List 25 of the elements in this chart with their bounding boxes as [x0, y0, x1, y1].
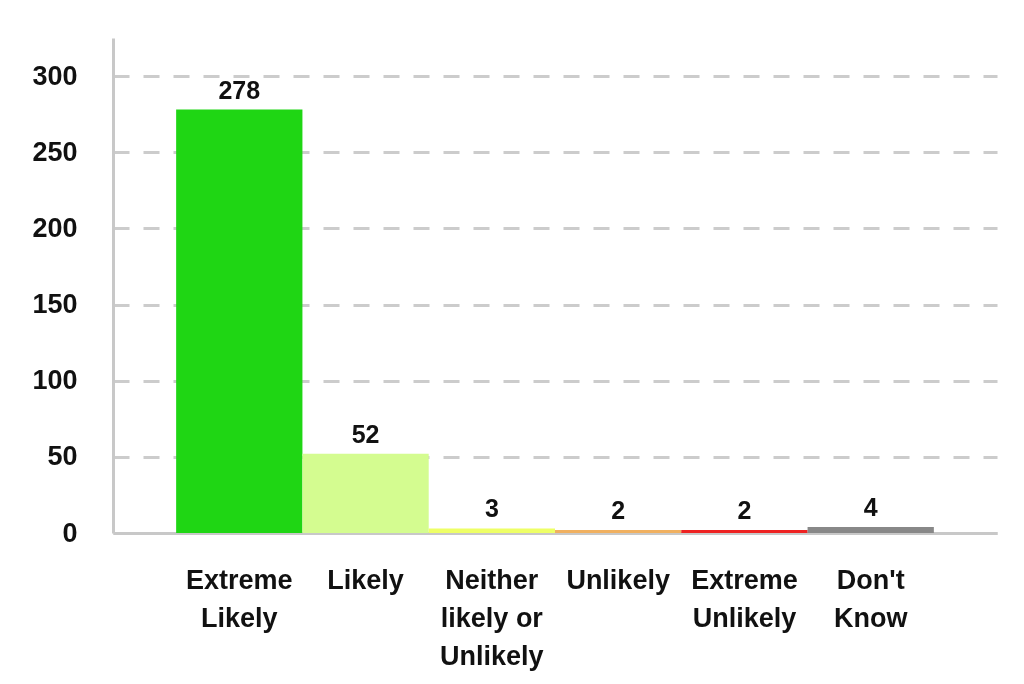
y-tick-label: 300	[32, 60, 78, 91]
bar	[176, 109, 303, 533]
y-tick-label: 250	[32, 136, 78, 167]
bar	[807, 526, 934, 533]
x-tick-label: Extreme Unlikely	[691, 564, 798, 633]
data-label: 52	[351, 419, 380, 448]
x-tick-label: Likely	[327, 564, 404, 595]
x-tick-label: Extreme Likely	[186, 564, 293, 633]
y-tick-label: 200	[32, 212, 78, 243]
data-label: 2	[611, 495, 626, 524]
y-tick-label: 150	[32, 289, 78, 320]
y-tick-label: 100	[32, 365, 78, 396]
x-tick-label: Neither likely or Unlikely	[440, 564, 544, 671]
x-tick-label: Unlikely	[566, 564, 670, 595]
y-tick-label: 0	[62, 517, 78, 548]
bar	[555, 529, 682, 533]
data-label: 278	[218, 75, 261, 104]
x-tick-label: Don't Know	[833, 564, 909, 633]
data-label: 4	[863, 492, 878, 521]
bar	[681, 529, 808, 533]
data-label: 3	[484, 494, 499, 523]
bar	[302, 453, 429, 533]
data-label: 2	[737, 495, 752, 524]
y-tick-label: 50	[47, 441, 78, 472]
bar	[428, 528, 555, 533]
